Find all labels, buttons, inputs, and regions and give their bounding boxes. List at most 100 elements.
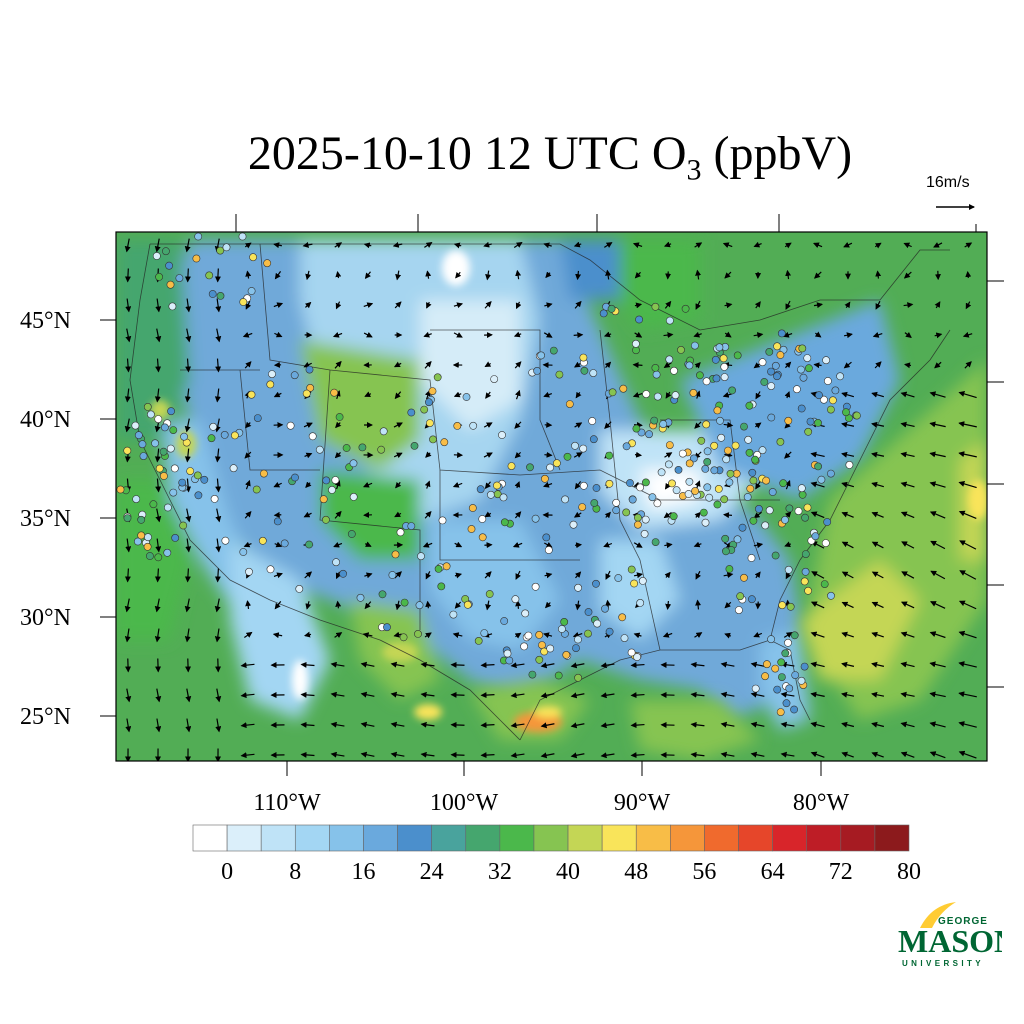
- wind-arrow: [962, 331, 973, 338]
- wind-arrow: [304, 301, 312, 309]
- wind-arrow: [871, 691, 885, 698]
- wind-arrow: [184, 388, 191, 403]
- station-marker: [123, 514, 132, 522]
- station-marker: [781, 649, 790, 658]
- station-marker: [462, 393, 471, 401]
- station-marker: [238, 232, 247, 241]
- wind-arrow: [422, 542, 433, 548]
- wind-arrow: [450, 721, 465, 728]
- station-marker: [702, 420, 711, 429]
- wind-arrow: [964, 361, 972, 369]
- wind-arrow: [334, 632, 343, 638]
- station-marker: [669, 512, 678, 521]
- wind-arrow: [633, 572, 643, 579]
- wind-arrow: [575, 600, 582, 611]
- wind-arrow: [453, 332, 463, 338]
- station-marker: [155, 464, 164, 473]
- station-marker: [749, 516, 758, 525]
- station-marker: [152, 252, 161, 260]
- wind-arrow: [664, 452, 673, 458]
- wind-arrow: [785, 269, 792, 280]
- wind-arrow: [393, 452, 403, 459]
- wind-arrow: [155, 478, 162, 493]
- wind-arrow: [900, 631, 915, 638]
- wind-arrow: [720, 721, 735, 728]
- station-marker: [703, 457, 712, 466]
- station-marker: [746, 484, 755, 493]
- colorbar-tick-label: 48: [624, 859, 648, 885]
- station-marker: [414, 630, 422, 638]
- wind-arrow: [900, 481, 915, 488]
- station-marker: [306, 383, 315, 392]
- wind-arrow: [784, 541, 792, 548]
- wind-arrow: [335, 301, 342, 310]
- wind-arrow: [245, 421, 252, 429]
- wind-arrow: [215, 358, 222, 373]
- wind-arrow: [335, 600, 342, 609]
- wind-arrow: [783, 632, 793, 638]
- station-marker: [776, 351, 785, 359]
- station-marker: [165, 261, 173, 270]
- station-marker: [814, 462, 822, 471]
- station-marker: [161, 247, 170, 256]
- wind-arrow: [154, 628, 161, 643]
- station-marker: [703, 447, 712, 456]
- station-marker: [751, 455, 759, 464]
- wind-arrow: [243, 541, 252, 548]
- station-marker: [767, 413, 776, 422]
- wind-arrow: [124, 238, 131, 253]
- wind-arrow: [929, 691, 946, 698]
- wind-arrow: [755, 481, 761, 490]
- station-marker: [778, 601, 787, 610]
- wind-arrow: [810, 661, 825, 668]
- station-marker: [784, 565, 793, 574]
- wind-arrow: [360, 751, 375, 758]
- station-marker: [691, 341, 699, 350]
- station-marker: [169, 426, 178, 434]
- station-marker: [192, 254, 201, 263]
- wind-arrow: [810, 601, 825, 609]
- wind-arrow: [784, 242, 792, 249]
- wind-arrow: [184, 418, 191, 433]
- wind-arrow: [634, 331, 643, 338]
- wind-arrow: [604, 242, 613, 248]
- station-marker: [544, 546, 553, 554]
- station-marker: [356, 593, 365, 602]
- station-marker: [531, 582, 540, 591]
- wind-arrow: [214, 568, 221, 583]
- station-marker: [379, 427, 388, 436]
- station-marker: [166, 280, 175, 289]
- wind-arrow: [724, 632, 732, 639]
- wind-arrow: [959, 540, 977, 550]
- station-marker: [678, 449, 687, 458]
- wind-arrow: [363, 332, 373, 338]
- station-marker: [420, 405, 429, 414]
- monitoring-stations: [116, 232, 861, 716]
- station-marker: [592, 484, 601, 492]
- wind-arrow: [390, 691, 405, 698]
- station-marker: [745, 401, 754, 410]
- station-marker: [820, 395, 828, 404]
- wind-arrow: [693, 541, 702, 548]
- wind-arrow: [604, 421, 612, 429]
- wind-arrow: [753, 332, 764, 339]
- station-marker: [784, 638, 792, 647]
- wind-arrow: [690, 691, 705, 698]
- wind-arrow: [664, 542, 673, 549]
- wind-arrow: [484, 542, 493, 549]
- wind-arrow: [184, 268, 191, 283]
- wind-arrow: [810, 721, 825, 728]
- colorbar-bin: [329, 824, 364, 852]
- station-marker: [358, 443, 367, 452]
- wind-arrow: [871, 721, 885, 728]
- wind-arrow: [184, 238, 191, 253]
- station-marker: [590, 499, 599, 507]
- wind-arrow: [724, 451, 733, 458]
- station-marker: [194, 491, 203, 500]
- station-marker: [776, 708, 785, 716]
- wind-arrow: [155, 298, 162, 313]
- wind-arrow: [630, 722, 645, 729]
- wind-arrow: [484, 571, 492, 579]
- station-marker: [785, 504, 794, 513]
- wind-arrow: [663, 362, 672, 368]
